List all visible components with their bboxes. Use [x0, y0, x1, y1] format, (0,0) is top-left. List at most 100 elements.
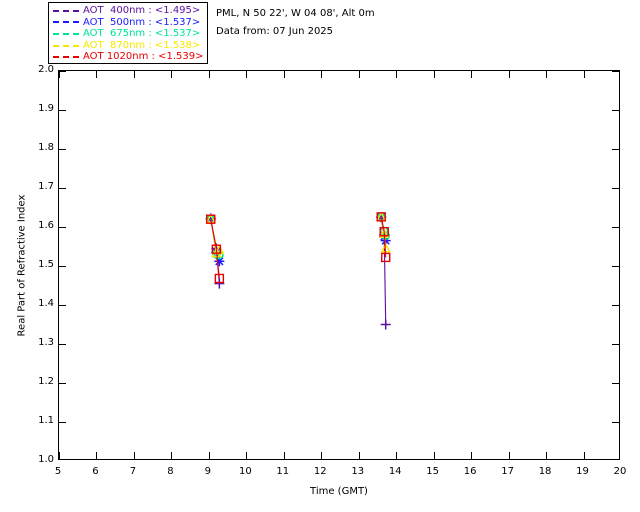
x-axis-tick-label: 15 — [426, 466, 440, 477]
series-line — [210, 219, 220, 279]
x-axis-tick — [358, 71, 360, 78]
y-axis-tick — [612, 110, 619, 111]
data-point-square — [214, 273, 225, 284]
y-axis-tick-label: 1.9 — [38, 103, 54, 114]
y-axis-tick — [59, 71, 66, 72]
y-axis-tick — [612, 266, 619, 267]
x-axis-tick-label: 16 — [463, 466, 477, 477]
data-point-plus — [214, 278, 225, 289]
y-axis-tick — [59, 188, 66, 189]
legend-item-1020nm: AOT 1020nm : <1.539> — [49, 51, 207, 63]
y-axis-tick — [612, 383, 619, 384]
legend-item-label: AOT 675nm : <1.537> — [83, 28, 201, 40]
series-line — [380, 216, 387, 258]
y-axis-tick — [59, 110, 66, 111]
x-axis-tick — [246, 452, 248, 459]
y-axis-tick — [612, 305, 619, 306]
y-axis-tick-label: 1.1 — [38, 415, 54, 426]
y-axis-tick — [612, 71, 619, 72]
legend-item-label: AOT 400nm : <1.495> — [83, 5, 201, 16]
x-axis-tick — [321, 71, 323, 78]
header-date-text: Data from: 07 Jun 2025 — [216, 26, 334, 37]
legend-item-label: AOT 1020nm : <1.539> — [83, 51, 204, 63]
legend: AOT 400nm : <1.495> AOT 500nm : <1.537> AO… — [48, 2, 208, 64]
x-axis-tick — [171, 71, 173, 78]
plot-area — [59, 71, 619, 459]
y-axis-tick-label: 1.4 — [38, 298, 54, 309]
x-axis-tick — [508, 452, 510, 459]
x-axis-tick — [133, 71, 135, 78]
x-axis-tick — [471, 452, 473, 459]
x-axis-tick — [171, 452, 173, 459]
y-axis-tick-label: 1.0 — [38, 454, 54, 465]
y-axis-tick — [612, 344, 619, 345]
legend-item-label: AOT 870nm : <1.538> — [83, 39, 201, 51]
legend-line-swatch-icon — [53, 56, 79, 59]
y-axis-tick-label: 1.3 — [38, 337, 54, 348]
y-axis-tick — [612, 422, 619, 423]
x-axis-tick — [546, 452, 548, 459]
x-axis-tick-label: 7 — [129, 466, 137, 477]
x-axis-tick — [208, 71, 210, 78]
x-axis-tick — [133, 452, 135, 459]
x-axis-tick-label: 20 — [613, 466, 627, 477]
y-axis-tick — [59, 422, 66, 423]
x-axis-tick-label: 17 — [501, 466, 514, 477]
y-axis-tick — [612, 188, 619, 189]
x-axis-tick — [321, 452, 323, 459]
x-axis-tick-label: 12 — [313, 466, 327, 477]
x-axis-tick-label: 18 — [538, 466, 552, 477]
y-axis-tick-label: 1.7 — [38, 181, 54, 192]
series-aot-870nm — [205, 211, 391, 258]
legend-item-500nm: AOT 500nm : <1.537> — [49, 17, 207, 29]
x-axis-tick — [583, 71, 585, 78]
series-aot-675nm — [206, 212, 391, 260]
legend-item-870nm: AOT 870nm : <1.538> — [49, 40, 207, 52]
y-axis-title-text: Real Part of Refractive Index — [16, 194, 28, 336]
y-axis-tick-label: 1.5 — [38, 259, 54, 270]
x-axis-tick-label: 8 — [167, 466, 174, 477]
legend-line-swatch-icon — [53, 44, 79, 47]
x-axis-tick — [283, 452, 285, 459]
y-axis-tick — [612, 149, 619, 150]
y-axis-tick — [59, 383, 66, 384]
x-axis-tick-label: 14 — [388, 466, 402, 477]
x-axis-tick — [59, 452, 60, 459]
x-axis-tick — [96, 71, 98, 78]
x-axis-tick-label: 5 — [54, 466, 62, 477]
x-axis-title: Time (GMT) — [310, 486, 368, 497]
data-point-triangle — [205, 213, 216, 224]
y-axis-tick-label: 2.0 — [38, 64, 54, 75]
series-aot-500nm — [205, 212, 391, 267]
legend-item-675nm: AOT 675nm : <1.537> — [49, 28, 207, 40]
y-axis-tick-label: 1.6 — [38, 220, 54, 231]
x-axis-tick-label: 9 — [204, 466, 212, 477]
x-axis-tick — [508, 71, 510, 78]
y-axis-tick-label: 1.2 — [38, 376, 54, 387]
x-axis-tick — [396, 452, 398, 459]
x-axis-tick-label: 6 — [92, 466, 99, 477]
y-axis-title: Real Part of Refractive Index — [14, 70, 30, 460]
y-axis-tick — [59, 149, 66, 150]
x-axis-tick — [59, 71, 60, 78]
y-axis-tick — [612, 227, 619, 228]
legend-item-400nm: AOT 400nm : <1.495> — [49, 5, 207, 17]
data-point-square — [206, 214, 216, 224]
data-point-square — [376, 212, 386, 222]
x-axis-tick — [283, 71, 285, 78]
x-axis-tick — [583, 452, 585, 459]
x-axis-tick-label: 10 — [238, 466, 252, 477]
y-axis-tick-label: 1.8 — [38, 142, 54, 153]
x-axis-tick-label: 13 — [351, 466, 365, 477]
data-point-square — [211, 244, 222, 254]
legend-line-swatch-icon — [53, 9, 79, 12]
legend-line-swatch-icon — [53, 32, 79, 35]
x-axis-tick — [96, 452, 98, 459]
header-location-text: PML, N 50 22', W 04 08', Alt 0m — [216, 8, 375, 19]
y-axis-tick — [59, 266, 66, 267]
data-point-plus — [380, 319, 391, 330]
y-axis-tick — [59, 344, 66, 345]
x-axis-tick — [396, 71, 398, 78]
plot-frame — [58, 70, 620, 460]
